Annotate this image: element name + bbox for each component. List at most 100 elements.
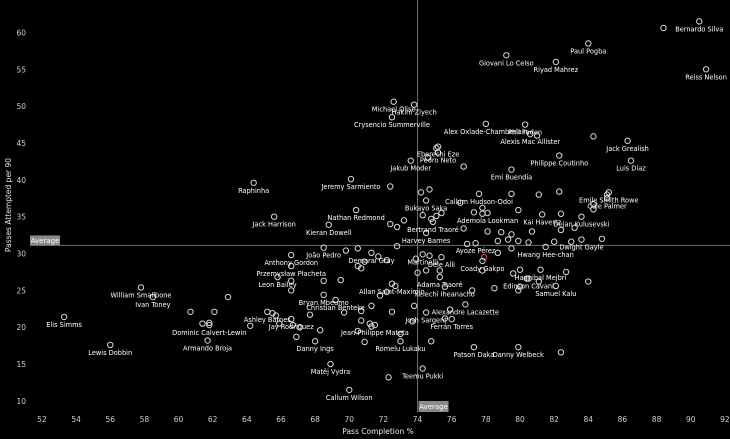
labeled-data-point bbox=[288, 262, 295, 270]
point-label: Bryan Mbeumo bbox=[299, 299, 349, 307]
data-point bbox=[397, 330, 404, 338]
data-point bbox=[288, 287, 295, 294]
labeled-data-point bbox=[270, 213, 278, 220]
labeled-data-point bbox=[346, 386, 353, 394]
data-point bbox=[568, 238, 575, 245]
data-point bbox=[376, 292, 384, 299]
data-point bbox=[387, 183, 394, 190]
labeled-data-point bbox=[603, 195, 611, 202]
x-axis-title: Pass Completion % bbox=[342, 427, 413, 436]
data-point bbox=[436, 267, 443, 274]
data-point bbox=[550, 238, 558, 245]
data-point bbox=[358, 317, 365, 324]
y-tick-label: 30 bbox=[16, 250, 26, 259]
labeled-data-point bbox=[352, 206, 360, 214]
data-point bbox=[272, 312, 280, 319]
labeled-data-point bbox=[470, 343, 478, 351]
labeled-data-point bbox=[475, 190, 483, 198]
labeled-data-point bbox=[288, 315, 295, 323]
labeled-data-point bbox=[274, 273, 281, 281]
data-point bbox=[211, 308, 218, 315]
data-point bbox=[340, 309, 348, 316]
x-tick-label: 68 bbox=[310, 415, 320, 424]
data-point bbox=[571, 224, 578, 231]
labeled-data-point bbox=[484, 209, 491, 217]
point-label: Callum Wilson bbox=[326, 394, 373, 402]
labeled-data-point bbox=[438, 254, 445, 261]
point-label: Dele Alli bbox=[428, 261, 455, 269]
point-label: Alexis Mac Allister bbox=[500, 138, 560, 146]
data-point bbox=[393, 223, 401, 231]
point-label: Kai Havertz bbox=[523, 218, 561, 226]
y-tick-label: 60 bbox=[16, 28, 26, 37]
data-point bbox=[509, 270, 517, 277]
y-tick-label: 25 bbox=[16, 286, 26, 295]
data-point bbox=[660, 24, 667, 32]
labeled-data-point bbox=[407, 157, 414, 164]
data-point bbox=[508, 245, 515, 252]
labeled-data-point bbox=[325, 221, 332, 228]
labeled-data-point bbox=[448, 315, 455, 323]
data-point bbox=[342, 247, 350, 254]
labeled-data-point bbox=[422, 229, 430, 237]
point-label: Paul Pogba bbox=[570, 47, 606, 55]
point-label: Kieran Dowell bbox=[306, 229, 352, 237]
point-label: Pedro Neto bbox=[420, 157, 456, 165]
labeled-data-point bbox=[320, 244, 327, 251]
point-label: Anthony Gordon bbox=[264, 259, 318, 267]
labeled-data-point bbox=[107, 341, 114, 349]
point-labels: Bernardo Silva Paul Pogba Giovani Lo Celso… bbox=[46, 25, 727, 402]
point-label: Riyad Mahrez bbox=[534, 66, 579, 74]
x-tick-label: 88 bbox=[652, 415, 662, 424]
data-point bbox=[535, 278, 542, 285]
data-point bbox=[361, 338, 368, 346]
y-tick-label: 35 bbox=[16, 213, 26, 222]
labeled-data-point bbox=[556, 152, 563, 159]
data-point bbox=[417, 189, 425, 196]
point-label: Jack Grealish bbox=[605, 145, 649, 153]
y-tick-label: 50 bbox=[16, 102, 26, 111]
data-point bbox=[426, 186, 433, 193]
data-point bbox=[508, 190, 515, 198]
data-point bbox=[525, 239, 532, 246]
data-point bbox=[508, 231, 515, 238]
x-tick-label: 56 bbox=[105, 415, 115, 424]
data-point bbox=[504, 236, 512, 243]
data-point bbox=[460, 225, 467, 232]
data-point bbox=[498, 228, 505, 236]
labeled-data-point bbox=[204, 337, 211, 344]
point-label: Nathan Redmond bbox=[327, 214, 384, 222]
labeled-data-point bbox=[390, 98, 397, 105]
data-point bbox=[433, 212, 440, 220]
labeled-data-point bbox=[250, 179, 257, 186]
x-tick-label: 92 bbox=[720, 415, 730, 424]
data-point bbox=[479, 267, 486, 274]
labeled-data-point bbox=[410, 101, 418, 108]
point-label: Harvey Barnes bbox=[402, 237, 451, 245]
labeled-data-point bbox=[525, 275, 532, 282]
point-label: Dominic Calvert-Lewin bbox=[172, 329, 246, 337]
labeled-data-point bbox=[388, 280, 396, 287]
point-label: Coady Gakpo bbox=[460, 265, 504, 273]
labeled-data-point bbox=[479, 257, 486, 265]
data-point bbox=[424, 154, 432, 161]
data-point bbox=[410, 302, 418, 310]
point-label: Phil Foden bbox=[508, 129, 542, 137]
point-label: Reiss Nelson bbox=[685, 73, 727, 81]
x-average-label-box bbox=[418, 401, 449, 412]
x-tick-label: 76 bbox=[447, 415, 457, 424]
point-label: Matěj Vydra bbox=[311, 368, 350, 376]
x-tick-label: 70 bbox=[344, 415, 354, 424]
labeled-data-point bbox=[552, 282, 560, 290]
data-point bbox=[187, 308, 194, 315]
data-point bbox=[479, 210, 486, 217]
labeled-data-point bbox=[332, 296, 339, 304]
point-label: Alex Oxlade-Chamberlain bbox=[444, 128, 528, 136]
point-label: Emile Smith Rowe bbox=[579, 196, 638, 204]
labeled-data-point bbox=[371, 321, 379, 329]
data-point bbox=[460, 163, 467, 170]
data-point bbox=[320, 277, 327, 285]
labeled-data-point bbox=[419, 365, 426, 372]
data-point bbox=[400, 217, 408, 224]
data-point bbox=[533, 132, 541, 139]
